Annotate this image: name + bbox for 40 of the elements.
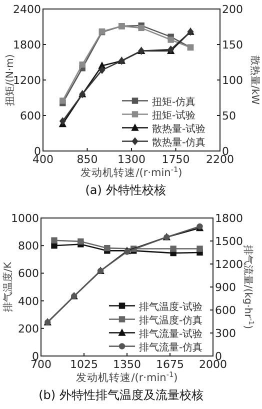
x-axis-title: 发动机转速/(r·min$^{-1}$)	[80, 164, 182, 179]
y-tick-label: 600	[18, 267, 39, 280]
legend-label: 扭矩-试验	[152, 109, 196, 122]
y-axis-title: 扭矩/(N·m)	[4, 54, 16, 106]
y-tick-label: 200	[18, 322, 39, 336]
x-tick-label: 1025	[70, 358, 98, 371]
legend-label: 排气流量-试验	[139, 328, 203, 340]
x-axis-title: 发动机转速/(r·min$^{-1}$)	[76, 370, 178, 384]
y2-tick-label: 50	[222, 110, 236, 122]
y2-axis-title: 散热量/kW	[249, 55, 260, 105]
y-tick-label: 600	[20, 110, 41, 122]
text: (a) 外特性校核	[85, 183, 166, 197]
y2-tick-label: 300	[215, 327, 236, 340]
legend-label: 排气流量-仿真	[139, 341, 203, 354]
y-tick-label: 1000	[11, 212, 39, 225]
legend-label: 散热量-试验	[152, 122, 206, 135]
legend-label: 散热量-仿真	[152, 136, 206, 148]
y2-tick-label: 100	[222, 74, 243, 87]
x-tick-label: 1350	[113, 358, 141, 371]
y-tick-label: 800	[18, 240, 39, 253]
y2-tick-label: 900	[215, 281, 236, 294]
y2-tick-label: 150	[222, 38, 243, 52]
legend-label: 排气温度-仿真	[139, 314, 203, 326]
y-tick-label: 1800	[13, 38, 41, 52]
y-tick-label: 1200	[13, 74, 41, 87]
text: (b) 外特性排气温度及流量校核	[38, 388, 204, 402]
legend-label: 扭矩-仿真	[152, 96, 196, 108]
y-tick-label: 2400	[13, 3, 41, 16]
y-axis-title: 排气温度/K	[2, 262, 14, 312]
x-tick-label: 1750	[162, 153, 190, 166]
y2-tick-label: 1500	[215, 235, 243, 248]
y2-tick-label: 600	[215, 304, 236, 317]
y2-tick-label: 200	[222, 3, 243, 16]
x-tick-label: 1300	[118, 153, 146, 166]
y2-tick-label: 1800	[215, 212, 243, 225]
y-tick-label: 400	[18, 294, 39, 308]
y2-tick-label: 1200	[215, 258, 243, 271]
x-tick-label: 1675	[156, 358, 184, 371]
x-tick-label: 850	[76, 153, 98, 166]
legend-label: 排气温度-试验	[139, 300, 203, 313]
